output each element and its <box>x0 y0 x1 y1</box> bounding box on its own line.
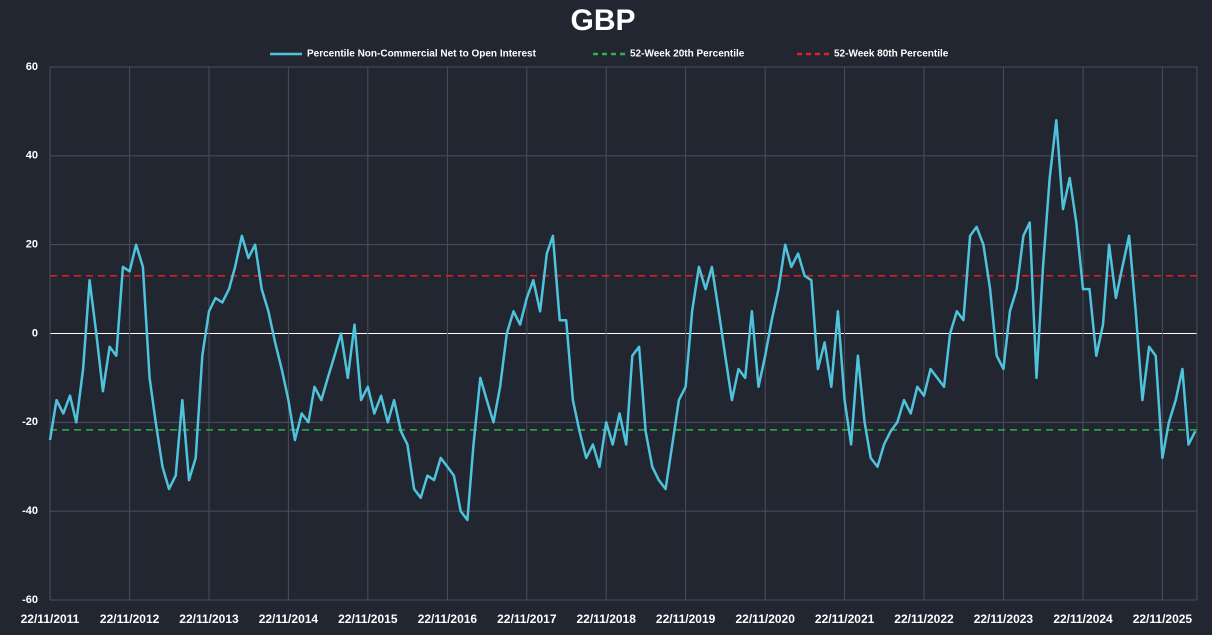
x-tick-label: 22/11/2024 <box>1053 612 1113 626</box>
y-tick-label: 20 <box>26 239 38 251</box>
x-tick-label: 22/11/2019 <box>656 612 716 626</box>
x-tick-label: 22/11/2011 <box>21 612 80 626</box>
x-tick-label: 22/11/2022 <box>894 612 954 626</box>
legend-label: 52-Week 20th Percentile <box>630 49 745 60</box>
x-tick-label: 22/11/2020 <box>736 612 796 626</box>
y-tick-label: 60 <box>26 61 38 73</box>
x-tick-label: 22/11/2017 <box>497 612 557 626</box>
x-tick-label: 22/11/2015 <box>338 612 398 626</box>
x-tick-label: 22/11/2025 <box>1133 612 1193 626</box>
x-tick-label: 22/11/2023 <box>974 612 1034 626</box>
x-tick-label: 22/11/2018 <box>577 612 637 626</box>
y-tick-label: 40 <box>26 150 38 162</box>
y-tick-label: -20 <box>22 416 38 428</box>
y-tick-label: -40 <box>22 505 38 517</box>
x-tick-label: 22/11/2013 <box>179 612 239 626</box>
legend-label: Percentile Non-Commercial Net to Open In… <box>307 49 537 60</box>
x-tick-label: 22/11/2014 <box>259 612 319 626</box>
chart-title: GBP <box>570 4 635 37</box>
y-tick-label: 0 <box>32 327 38 339</box>
data-line <box>48 119 1197 522</box>
y-tick-label: -60 <box>22 594 38 606</box>
x-tick-label: 22/11/2021 <box>815 612 875 626</box>
x-tick-label: 22/11/2016 <box>418 612 478 626</box>
x-tick-label: 22/11/2012 <box>100 612 160 626</box>
legend-label: 52-Week 80th Percentile <box>834 49 949 60</box>
